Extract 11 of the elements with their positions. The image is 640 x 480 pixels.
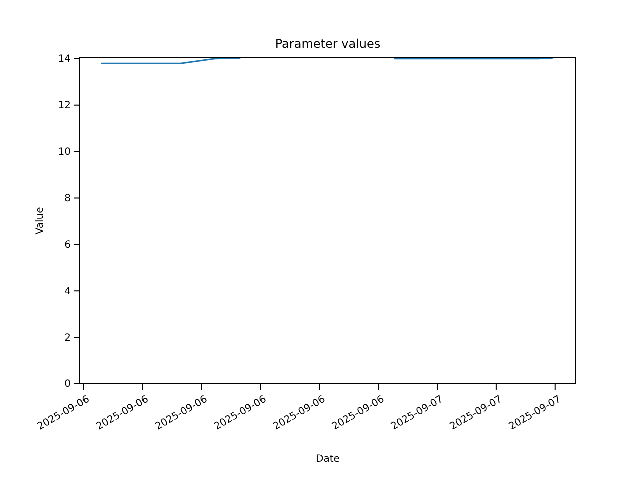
y-tick-label: 8 [64,193,71,204]
y-tick-label: 4 [64,286,71,298]
y-tick-label: 0 [64,379,71,390]
y-tick-label: 14 [58,54,71,66]
y-tick-label: 10 [58,147,71,158]
y-tick-label: 6 [64,240,71,251]
x-axis-title: Date [316,454,340,465]
y-axis-title: Value [35,207,46,235]
chart-title: Parameter values [275,37,381,51]
y-tick-label: 2 [64,332,71,344]
y-tick-label: 12 [58,100,71,112]
